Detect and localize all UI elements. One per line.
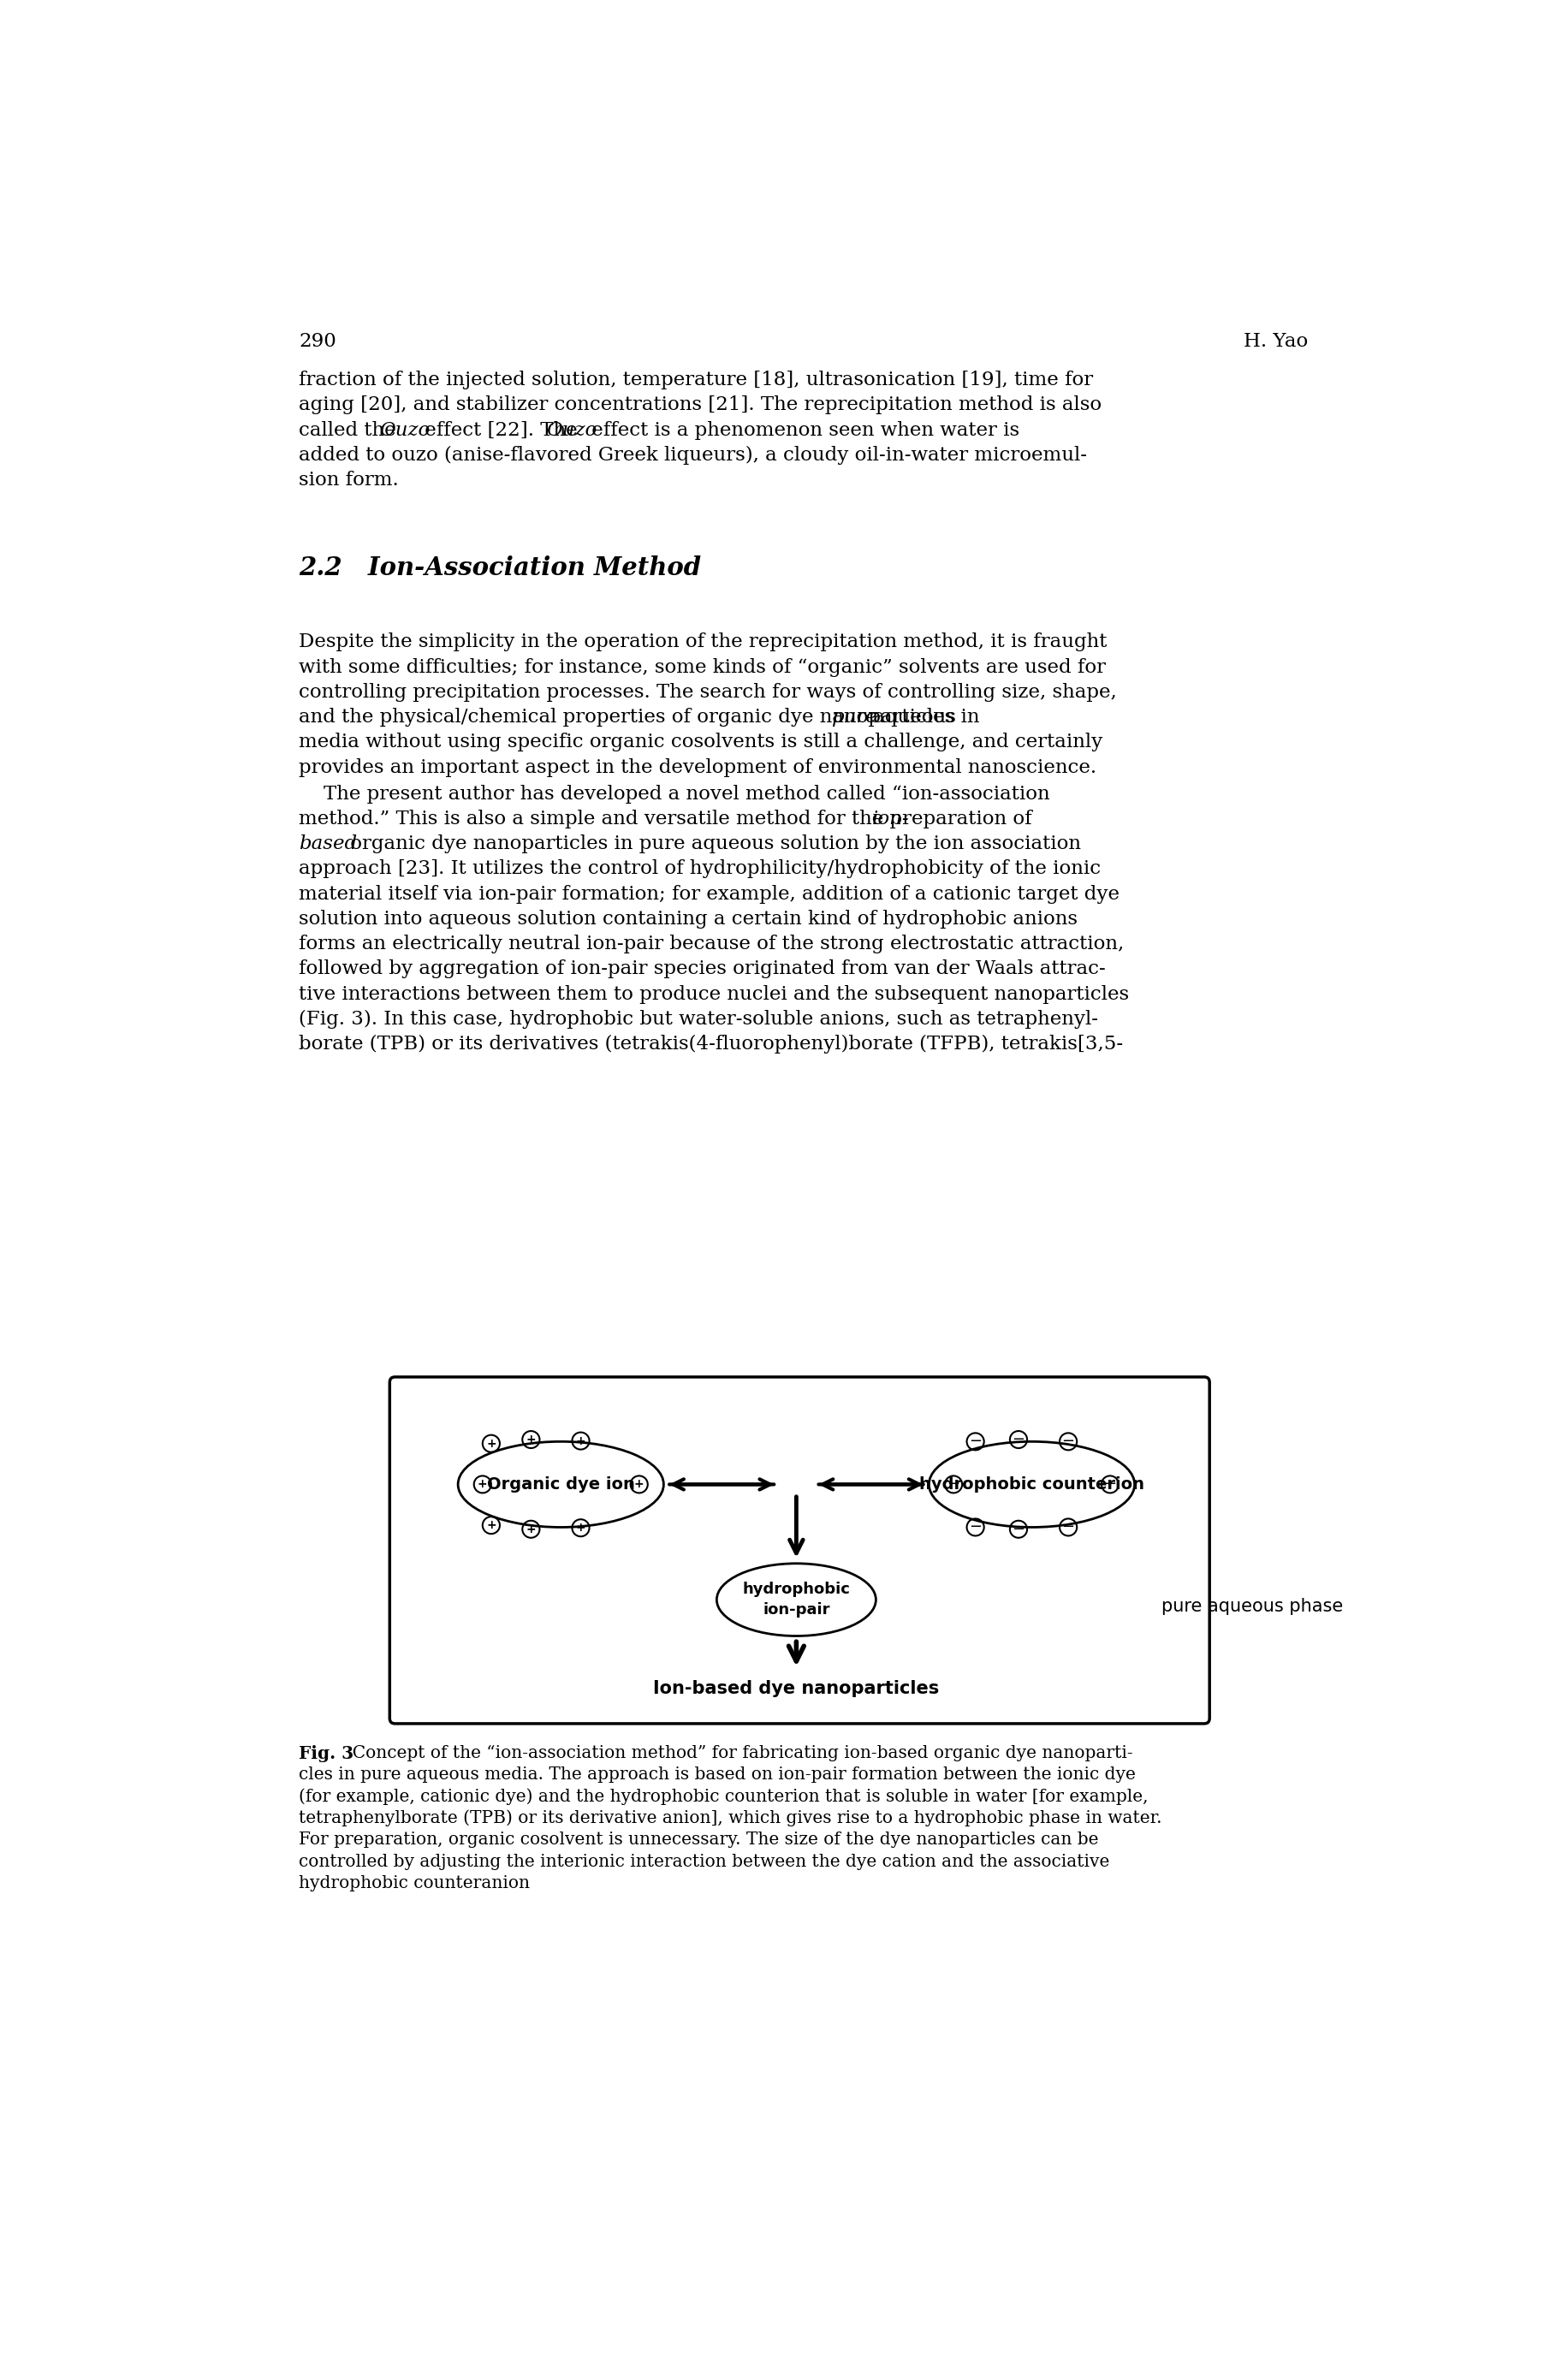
- Text: effect [22]. The: effect [22]. The: [419, 420, 583, 439]
- Text: Fig. 3: Fig. 3: [299, 1746, 354, 1762]
- Text: −: −: [1011, 1522, 1025, 1537]
- Text: Organic dye ion: Organic dye ion: [486, 1477, 635, 1492]
- FancyBboxPatch shape: [390, 1378, 1209, 1724]
- Text: +: +: [525, 1522, 536, 1534]
- Text: forms an electrically neutral ion-pair because of the strong electrostatic attra: forms an electrically neutral ion-pair b…: [299, 936, 1124, 952]
- Text: ion-: ion-: [872, 810, 909, 829]
- Text: followed by aggregation of ion-pair species originated from van der Waals attrac: followed by aggregation of ion-pair spec…: [299, 960, 1105, 978]
- Text: H. Yao: H. Yao: [1243, 333, 1308, 352]
- Text: borate (TPB) or its derivatives (tetrakis(4-fluorophenyl)borate (TFPB), tetrakis: borate (TPB) or its derivatives (tetraki…: [299, 1036, 1123, 1055]
- Text: tive interactions between them to produce nuclei and the subsequent nanoparticle: tive interactions between them to produc…: [299, 986, 1129, 1005]
- Text: and the physical/chemical properties of organic dye nanoparticles in: and the physical/chemical properties of …: [299, 708, 986, 727]
- Text: provides an important aspect in the development of environmental nanoscience.: provides an important aspect in the deve…: [299, 758, 1096, 777]
- Text: −: −: [1062, 1520, 1074, 1534]
- Text: For preparation, organic cosolvent is unnecessary. The size of the dye nanoparti: For preparation, organic cosolvent is un…: [299, 1831, 1099, 1848]
- Text: +: +: [486, 1520, 495, 1532]
- Text: tetraphenylborate (TPB) or its derivative anion], which gives rise to a hydropho: tetraphenylborate (TPB) or its derivativ…: [299, 1810, 1162, 1826]
- Text: media without using specific organic cosolvents is still a challenge, and certai: media without using specific organic cos…: [299, 734, 1102, 753]
- Text: sion form.: sion form.: [299, 470, 398, 489]
- Text: material itself via ion-pair formation; for example, addition of a cationic targ: material itself via ion-pair formation; …: [299, 884, 1120, 902]
- Text: Ion-based dye nanoparticles: Ion-based dye nanoparticles: [654, 1679, 939, 1698]
- Text: hydrophobic counterion: hydrophobic counterion: [919, 1477, 1145, 1492]
- Text: based: based: [299, 834, 358, 853]
- Text: −: −: [969, 1434, 982, 1449]
- Text: −: −: [1062, 1434, 1074, 1449]
- Text: Despite the simplicity in the operation of the reprecipitation method, it is fra: Despite the simplicity in the operation …: [299, 632, 1107, 651]
- Text: aging [20], and stabilizer concentrations [21]. The reprecipitation method is al: aging [20], and stabilizer concentration…: [299, 397, 1102, 416]
- Text: aqueous: aqueous: [867, 708, 956, 727]
- Text: method.” This is also a simple and versatile method for the preparation of: method.” This is also a simple and versa…: [299, 810, 1038, 829]
- Text: with some difficulties; for instance, some kinds of “organic” solvents are used : with some difficulties; for instance, so…: [299, 658, 1105, 677]
- Text: −: −: [969, 1520, 982, 1534]
- Text: effect is a phenomenon seen when water is: effect is a phenomenon seen when water i…: [585, 420, 1019, 439]
- Text: The present author has developed a novel method called “ion-association: The present author has developed a novel…: [299, 784, 1051, 803]
- Text: called the: called the: [299, 420, 403, 439]
- Text: hydrophobic
ion-pair: hydrophobic ion-pair: [742, 1582, 850, 1617]
- Text: controlling precipitation processes. The search for ways of controlling size, sh: controlling precipitation processes. The…: [299, 684, 1116, 701]
- Text: organic dye nanoparticles in pure aqueous solution by the ion association: organic dye nanoparticles in pure aqueou…: [343, 834, 1080, 853]
- Text: cles in pure aqueous media. The approach is based on ion-pair formation between : cles in pure aqueous media. The approach…: [299, 1767, 1135, 1784]
- Text: Ouzo: Ouzo: [546, 420, 597, 439]
- Text: hydrophobic counteranion: hydrophobic counteranion: [299, 1876, 530, 1891]
- Text: +: +: [478, 1477, 488, 1492]
- Text: approach [23]. It utilizes the control of hydrophilicity/hydrophobicity of the i: approach [23]. It utilizes the control o…: [299, 860, 1101, 879]
- Text: pure aqueous phase: pure aqueous phase: [1162, 1598, 1342, 1615]
- Text: (Fig. 3). In this case, hydrophobic but water-soluble anions, such as tetrapheny: (Fig. 3). In this case, hydrophobic but …: [299, 1009, 1098, 1028]
- Text: 290: 290: [299, 333, 336, 352]
- Ellipse shape: [717, 1563, 877, 1636]
- Text: −: −: [1011, 1432, 1025, 1446]
- Ellipse shape: [928, 1442, 1135, 1527]
- Text: solution into aqueous solution containing a certain kind of hydrophobic anions: solution into aqueous solution containin…: [299, 910, 1077, 929]
- Text: 2.2   Ion-Association Method: 2.2 Ion-Association Method: [299, 556, 701, 580]
- Text: Ouzo: Ouzo: [379, 420, 430, 439]
- Text: +: +: [575, 1434, 586, 1446]
- Text: Concept of the “ion-association method” for fabricating ion-based organic dye na: Concept of the “ion-association method” …: [342, 1746, 1132, 1760]
- Text: +: +: [525, 1434, 536, 1446]
- Text: +: +: [633, 1477, 644, 1492]
- Text: controlled by adjusting the interionic interaction between the dye cation and th: controlled by adjusting the interionic i…: [299, 1852, 1110, 1869]
- Text: added to ouzo (anise-flavored Greek liqueurs), a cloudy oil-in-water microemul-: added to ouzo (anise-flavored Greek liqu…: [299, 447, 1087, 466]
- Text: +: +: [486, 1437, 495, 1449]
- Text: −: −: [1104, 1477, 1116, 1492]
- Text: fraction of the injected solution, temperature [18], ultrasonication [19], time : fraction of the injected solution, tempe…: [299, 370, 1093, 390]
- Text: pure: pure: [831, 708, 878, 727]
- Text: +: +: [575, 1522, 586, 1534]
- Ellipse shape: [458, 1442, 663, 1527]
- Text: −: −: [947, 1477, 960, 1492]
- Text: (for example, cationic dye) and the hydrophobic counterion that is soluble in wa: (for example, cationic dye) and the hydr…: [299, 1788, 1148, 1805]
